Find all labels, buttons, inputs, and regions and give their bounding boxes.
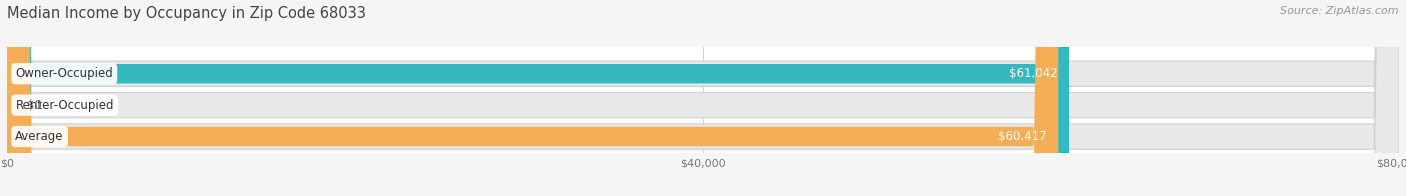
Text: Median Income by Occupancy in Zip Code 68033: Median Income by Occupancy in Zip Code 6…: [7, 6, 366, 21]
FancyBboxPatch shape: [7, 0, 1399, 196]
Text: Renter-Occupied: Renter-Occupied: [15, 99, 114, 112]
FancyBboxPatch shape: [7, 0, 1399, 196]
Text: Average: Average: [15, 130, 63, 143]
Text: Owner-Occupied: Owner-Occupied: [15, 67, 112, 80]
Text: $61,042: $61,042: [1010, 67, 1057, 80]
FancyBboxPatch shape: [7, 0, 1069, 196]
Text: Source: ZipAtlas.com: Source: ZipAtlas.com: [1281, 6, 1399, 16]
Text: $0: $0: [27, 99, 42, 112]
Text: $60,417: $60,417: [998, 130, 1047, 143]
FancyBboxPatch shape: [7, 0, 1399, 196]
FancyBboxPatch shape: [7, 0, 1059, 196]
